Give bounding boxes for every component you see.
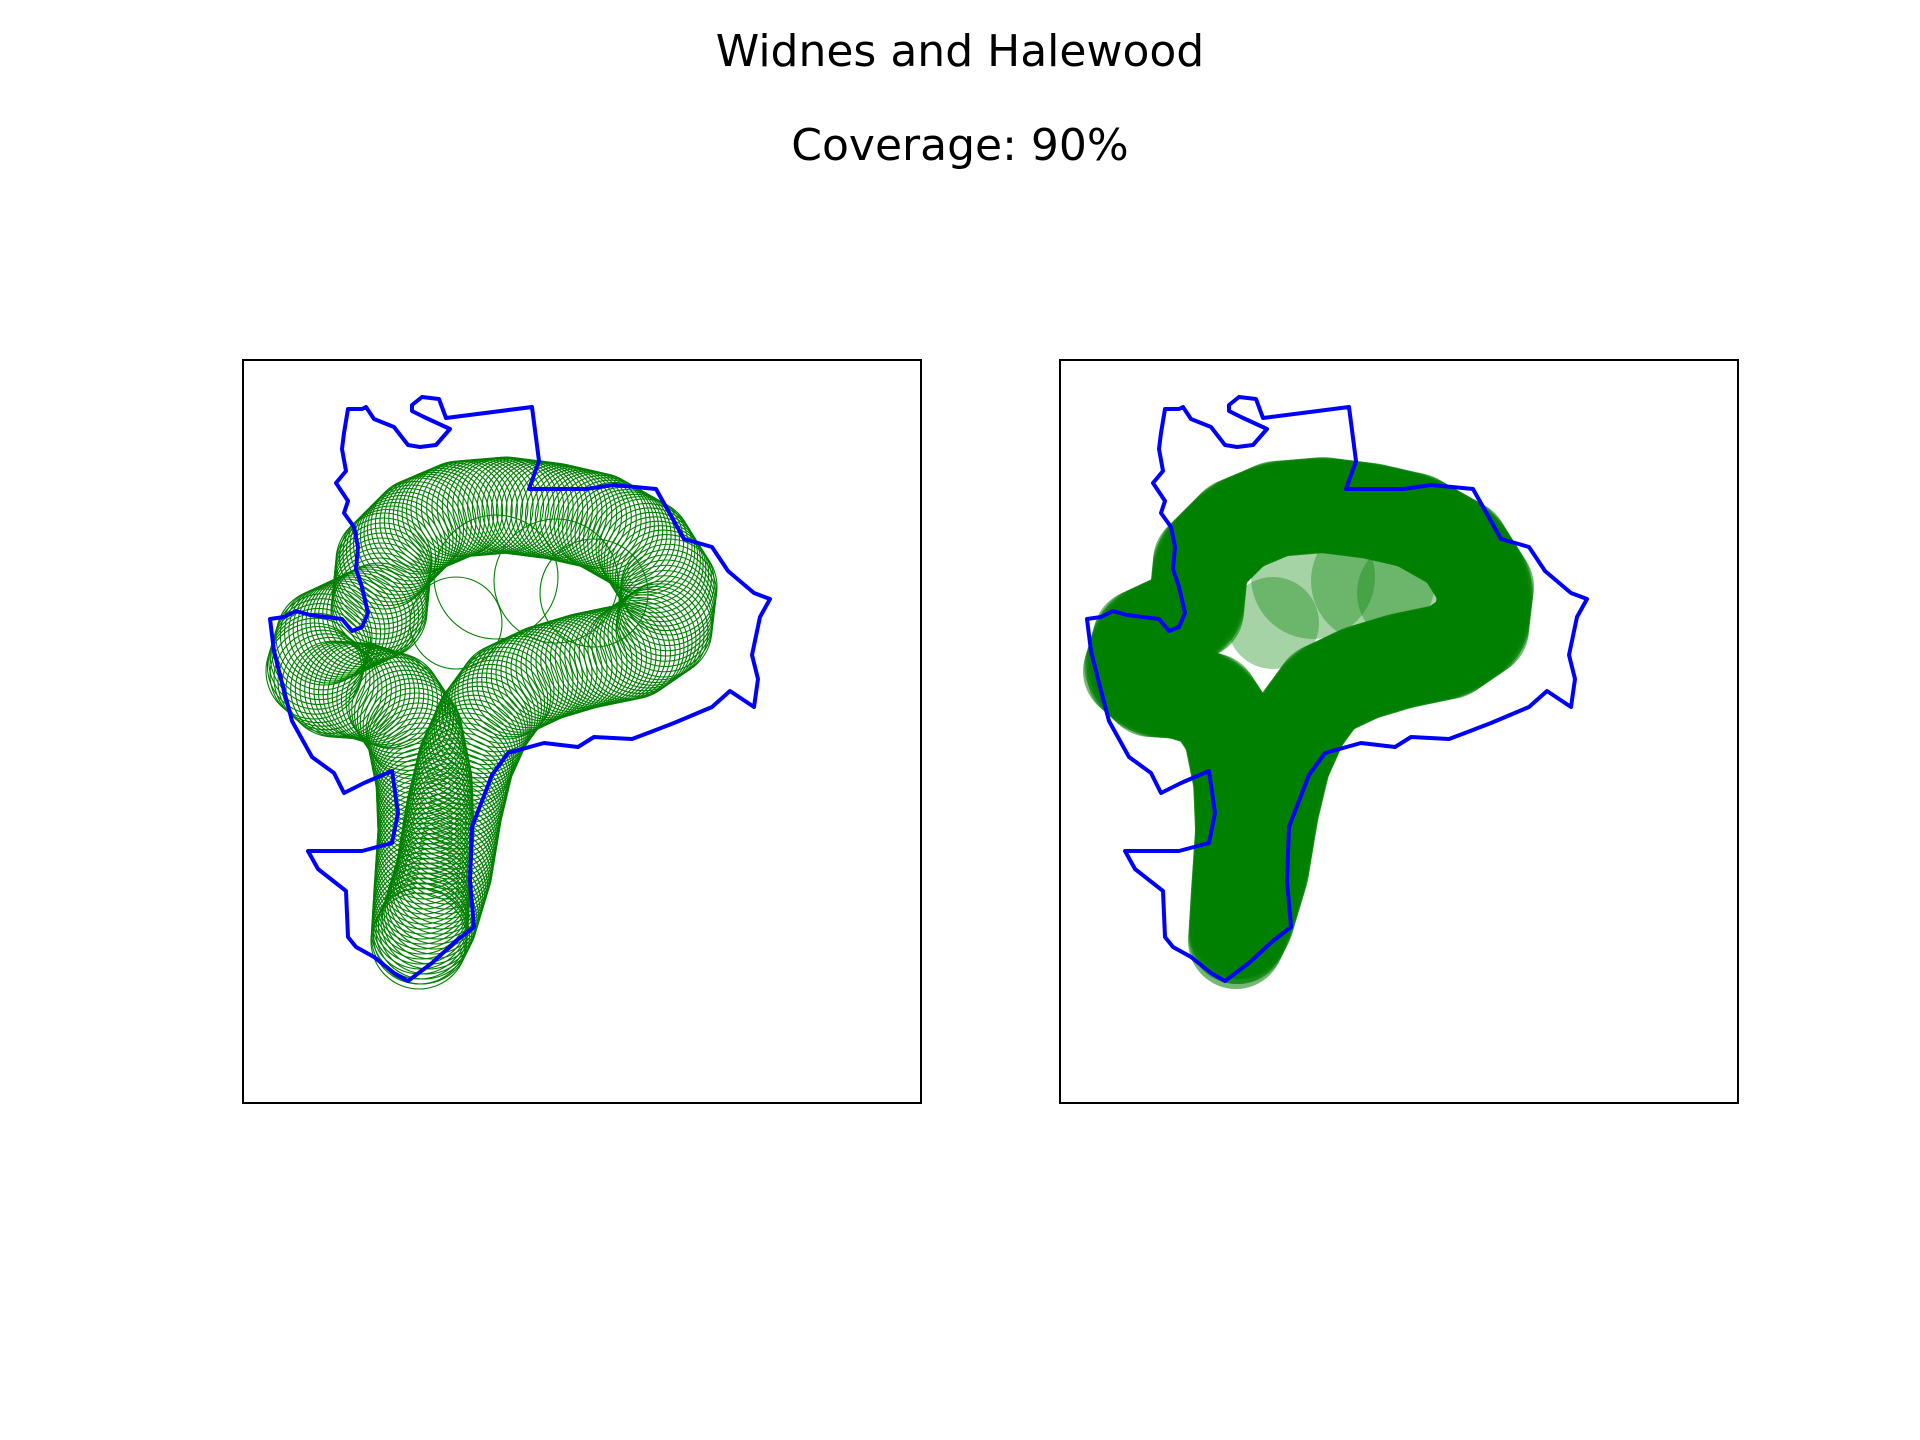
map-left-svg: [265, 395, 772, 990]
coverage-circle: [392, 468, 490, 566]
coverage-circle: [326, 564, 424, 662]
coverage-circle: [493, 518, 619, 644]
coverage-circle: [409, 576, 503, 670]
coverage-circle: [379, 473, 477, 571]
coverage-circle: [268, 612, 366, 710]
coverage-circle: [401, 464, 499, 562]
coverage-circle: [285, 640, 383, 738]
coverage-circle: [1227, 577, 1319, 669]
coverage-circle: [273, 629, 371, 727]
coverage-circle: [1357, 539, 1465, 647]
coverage-circle: [345, 501, 444, 600]
coverage-circle: [609, 520, 707, 618]
coverage-circle: [266, 617, 364, 715]
coverage-circle: [603, 511, 701, 609]
figure-title: Widnes and Halewood: [715, 26, 1205, 77]
coverage-circle: [327, 646, 425, 744]
coverage-circle: [296, 578, 394, 676]
coverage-circle: [301, 576, 399, 674]
coverage-circle: [1251, 515, 1375, 639]
coverage-circle: [279, 586, 377, 684]
map-panel-outline-circles: [242, 359, 922, 1104]
coverage-circle: [539, 538, 649, 648]
coverage-circle: [466, 637, 565, 736]
coverage-circle: [448, 655, 546, 753]
region-boundary: [268, 395, 772, 983]
coverage-circle: [383, 862, 481, 960]
coverage-circle: [471, 635, 569, 733]
coverage-circle: [451, 651, 549, 749]
map-panel-filled-circles: [1059, 359, 1739, 1104]
coverage-circle: [1311, 519, 1435, 643]
coverage-circle: [603, 588, 701, 686]
coverage-circle: [370, 887, 468, 985]
coverage-circle: [539, 470, 637, 568]
map-right-svg: [1083, 395, 1589, 989]
coverage-circle: [1152, 518, 1249, 614]
coverage-circle: [371, 872, 469, 970]
coverage-outline-circles: [265, 456, 718, 990]
coverage-circle: [598, 502, 696, 600]
coverage-circle: [601, 507, 699, 605]
coverage-circle: [363, 484, 461, 582]
coverage-circle: [342, 505, 440, 603]
coverage-circle: [611, 583, 709, 681]
coverage-circle: [612, 525, 710, 623]
coverage-circle: [305, 574, 403, 672]
coverage-circle: [271, 603, 369, 701]
coverage-circle: [429, 685, 527, 783]
coverage-subtitle: Coverage: 90%: [791, 120, 1129, 171]
coverage-circle: [591, 596, 689, 695]
region-boundary: [1085, 395, 1589, 983]
coverage-circle: [366, 480, 465, 579]
coverage-circle: [595, 594, 693, 692]
coverage-circle: [269, 607, 367, 705]
coverage-circle: [587, 599, 685, 697]
coverage-circle: [269, 626, 367, 724]
coverage-circle: [275, 588, 373, 686]
coverage-circle: [433, 514, 559, 640]
coverage-circle: [334, 517, 433, 615]
coverage-filled-circles: [1083, 457, 1534, 989]
coverage-circle: [338, 508, 437, 607]
coverage-circle: [336, 649, 434, 747]
